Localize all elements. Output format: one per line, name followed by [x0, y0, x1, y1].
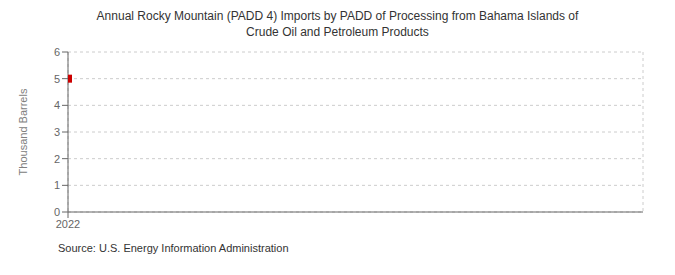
svg-text:1: 1: [54, 179, 60, 191]
svg-text:3: 3: [54, 126, 60, 138]
html-text:Source: U.S. Energy Informatio: Source: U.S. Energy Information Administ…: [58, 242, 289, 254]
html-text:Annual Rocky Mountain (PADD 4): Annual Rocky Mountain (PADD 4) Imports b…: [96, 9, 579, 23]
html-text:Crude Oil and Petroleum Produc: Crude Oil and Petroleum Products: [246, 25, 429, 39]
svg-text:6: 6: [54, 46, 60, 58]
svg-text:5: 5: [54, 73, 60, 85]
svg-text:2022: 2022: [56, 218, 80, 230]
svg-text:0: 0: [54, 206, 60, 218]
svg-text:Thousand Barrels: Thousand Barrels: [17, 88, 29, 175]
svg-text:4: 4: [54, 99, 60, 111]
svg-text:2: 2: [54, 153, 60, 165]
